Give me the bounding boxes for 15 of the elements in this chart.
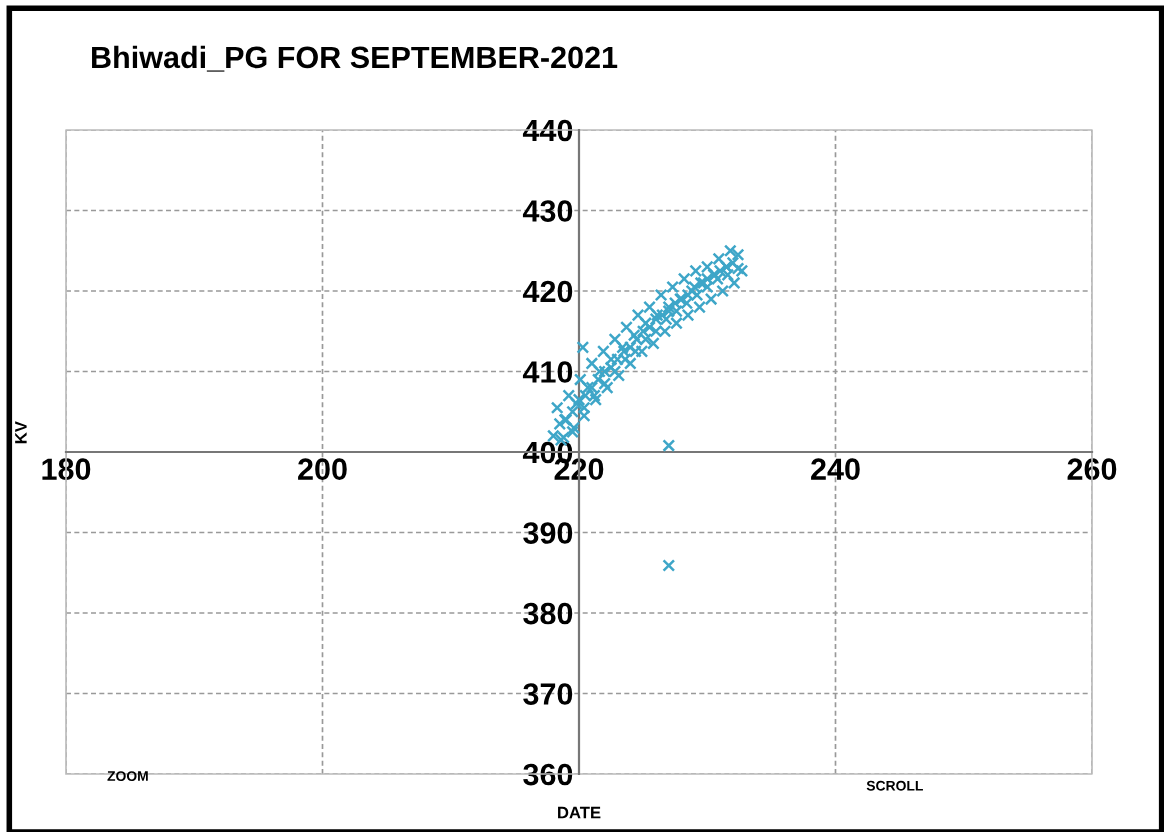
y-tick-label: 370 [523, 683, 573, 705]
x-tick-label: 240 [811, 458, 860, 480]
y-axis-title: KV [15, 421, 27, 444]
x-tick-label: 260 [1067, 458, 1117, 480]
x-tick-label: 180 [42, 458, 91, 480]
y-tick-label: 430 [522, 200, 573, 222]
chart-title: Bhiwadi_PG FOR SEPTEMBER-2021 [92, 45, 618, 72]
x-tick-label: 200 [298, 458, 347, 480]
y-tick-label: 360 [523, 763, 573, 786]
x-axis-title: DATE [558, 806, 601, 819]
y-tick-label: 390 [523, 522, 573, 544]
y-tick-label: 440 [522, 119, 573, 142]
y-tick-label: 420 [522, 280, 573, 303]
y-tick-label: 380 [523, 602, 573, 625]
y-tick-label: 410 [522, 361, 573, 383]
